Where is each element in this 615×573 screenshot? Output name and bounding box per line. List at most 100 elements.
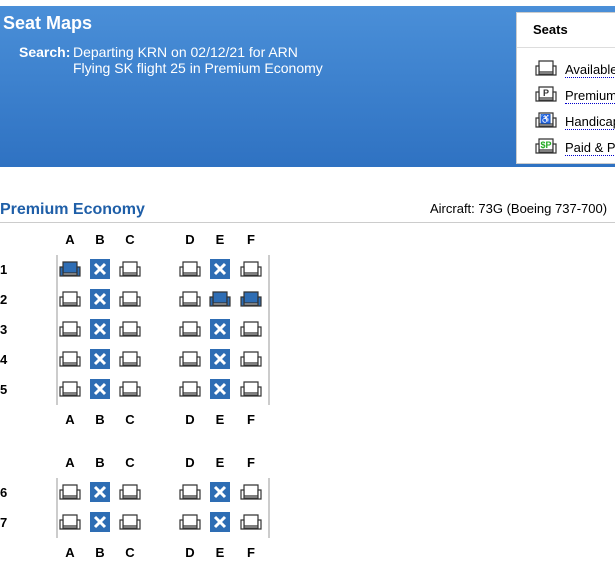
seat-2A-available[interactable]	[59, 289, 81, 309]
seat-6D-available[interactable]	[179, 482, 201, 502]
column-label: D	[185, 412, 195, 427]
column-label: C	[125, 232, 135, 247]
seat-7F-available[interactable]	[240, 512, 262, 532]
header-banner: Seat Maps Search: Departing KRN on 02/12…	[0, 6, 615, 167]
legend-title: Seats	[517, 13, 615, 48]
column-label: B	[95, 412, 105, 427]
seat-paid-icon: $P	[535, 136, 557, 159]
column-label: B	[95, 232, 105, 247]
seat-4A-available[interactable]	[59, 349, 81, 369]
seat-1D-available[interactable]	[179, 259, 201, 279]
column-label: E	[215, 455, 225, 470]
seat-4D-available[interactable]	[179, 349, 201, 369]
cabin-wall-left	[56, 255, 58, 405]
seat-6E-occupied	[209, 482, 231, 502]
cabin-title: Premium Economy	[0, 201, 145, 218]
legend-label[interactable]: Available	[565, 62, 615, 78]
aircraft-info: Aircraft: 73G (Boeing 737-700)	[430, 201, 608, 216]
row-number: 7	[0, 515, 8, 530]
seat-5F-available[interactable]	[240, 379, 262, 399]
seat-1C-available[interactable]	[119, 259, 141, 279]
seat-1A-selected[interactable]	[59, 259, 81, 279]
seat-2E-selected[interactable]	[209, 289, 231, 309]
row-number: 4	[0, 352, 8, 367]
seat-4E-occupied	[209, 349, 231, 369]
seat-3D-available[interactable]	[179, 319, 201, 339]
row-number: 5	[0, 382, 8, 397]
legend-item[interactable]: P Premium	[535, 84, 615, 107]
legend-item[interactable]: $P Paid & P	[535, 136, 615, 159]
seat-5E-occupied	[209, 379, 231, 399]
seat-2F-selected[interactable]	[240, 289, 262, 309]
seat-premium-icon: P	[535, 84, 557, 107]
seat-3C-available[interactable]	[119, 319, 141, 339]
svg-text:♿: ♿	[540, 113, 551, 124]
column-label: C	[125, 545, 135, 560]
column-label: E	[215, 545, 225, 560]
column-label: E	[215, 232, 225, 247]
cabin-wall-right	[268, 255, 270, 405]
column-label: F	[247, 412, 255, 427]
seat-4B-occupied	[89, 349, 111, 369]
column-label: D	[185, 455, 195, 470]
row-number: 2	[0, 292, 8, 307]
svg-text:$P: $P	[540, 140, 551, 150]
search-line-2: Flying SK flight 25 in Premium Economy	[73, 60, 323, 76]
seat-3A-available[interactable]	[59, 319, 81, 339]
seat-5A-available[interactable]	[59, 379, 81, 399]
column-label: A	[65, 412, 75, 427]
row-number: 3	[0, 322, 8, 337]
cabin-wall-right	[268, 478, 270, 538]
legend-item[interactable]: Available	[535, 58, 615, 81]
column-label: A	[65, 545, 75, 560]
legend-label[interactable]: Handicap	[565, 114, 615, 130]
column-label: F	[247, 232, 255, 247]
seat-4C-available[interactable]	[119, 349, 141, 369]
search-label: Search:	[19, 44, 71, 60]
seat-available-icon	[535, 58, 557, 81]
seat-6B-occupied	[89, 482, 111, 502]
seat-3F-available[interactable]	[240, 319, 262, 339]
seat-1B-occupied	[89, 259, 111, 279]
legend-label[interactable]: Premium	[565, 88, 615, 104]
seat-7D-available[interactable]	[179, 512, 201, 532]
seat-legend: Seats Available P Premium ♿ Handicap $P Paid &…	[516, 12, 615, 164]
seat-6C-available[interactable]	[119, 482, 141, 502]
column-label: E	[215, 412, 225, 427]
search-line-1: Departing KRN on 02/12/21 for ARN	[73, 44, 298, 60]
seat-2B-occupied	[89, 289, 111, 309]
divider	[0, 222, 615, 223]
seat-5B-occupied	[89, 379, 111, 399]
seat-6F-available[interactable]	[240, 482, 262, 502]
seat-6A-available[interactable]	[59, 482, 81, 502]
seat-2D-available[interactable]	[179, 289, 201, 309]
seat-7E-occupied	[209, 512, 231, 532]
seat-1F-available[interactable]	[240, 259, 262, 279]
seat-4F-available[interactable]	[240, 349, 262, 369]
seat-3E-occupied	[209, 319, 231, 339]
seat-handicap-icon: ♿	[535, 110, 557, 133]
page-title: Seat Maps	[3, 13, 93, 33]
seat-7B-occupied	[89, 512, 111, 532]
row-number: 1	[0, 262, 8, 277]
legend-item[interactable]: ♿ Handicap	[535, 110, 615, 133]
search-summary: Departing KRN on 02/12/21 for ARN Flying…	[73, 44, 323, 76]
column-label: B	[95, 545, 105, 560]
seat-2C-available[interactable]	[119, 289, 141, 309]
cabin-wall-left	[56, 478, 58, 538]
column-label: A	[65, 455, 75, 470]
seat-5C-available[interactable]	[119, 379, 141, 399]
column-label: B	[95, 455, 105, 470]
seat-7C-available[interactable]	[119, 512, 141, 532]
column-label: F	[247, 455, 255, 470]
column-label: D	[185, 232, 195, 247]
legend-label[interactable]: Paid & P	[565, 139, 615, 156]
seat-5D-available[interactable]	[179, 379, 201, 399]
column-label: D	[185, 545, 195, 560]
svg-text:P: P	[543, 88, 549, 98]
seat-7A-available[interactable]	[59, 512, 81, 532]
column-label: F	[247, 545, 255, 560]
column-label: C	[125, 412, 135, 427]
column-label: A	[65, 232, 75, 247]
seat-3B-occupied	[89, 319, 111, 339]
